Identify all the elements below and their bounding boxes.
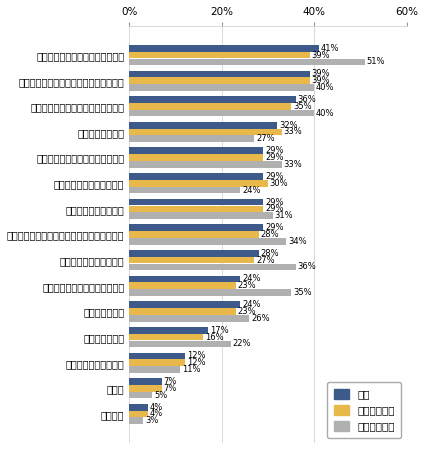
Text: 24%: 24% xyxy=(242,300,261,309)
Bar xyxy=(129,334,203,340)
Text: 31%: 31% xyxy=(275,211,293,220)
Text: 33%: 33% xyxy=(283,160,303,169)
Text: 26%: 26% xyxy=(251,314,270,323)
Text: 29%: 29% xyxy=(265,172,283,181)
Bar xyxy=(129,96,296,103)
Text: 28%: 28% xyxy=(261,249,279,258)
Bar xyxy=(129,58,365,65)
Text: 12%: 12% xyxy=(187,358,205,367)
Bar xyxy=(129,283,235,289)
Bar xyxy=(129,103,291,110)
Bar xyxy=(129,352,185,359)
Bar xyxy=(129,129,282,135)
Text: 36%: 36% xyxy=(298,95,316,104)
Bar xyxy=(129,308,235,315)
Bar xyxy=(129,231,259,238)
Text: 41%: 41% xyxy=(320,44,339,53)
Text: 33%: 33% xyxy=(283,127,303,136)
Text: 23%: 23% xyxy=(238,307,256,316)
Text: 24%: 24% xyxy=(242,274,261,284)
Bar xyxy=(129,411,148,417)
Text: 39%: 39% xyxy=(312,50,330,59)
Text: 7%: 7% xyxy=(164,384,177,393)
Bar xyxy=(129,250,259,256)
Text: 35%: 35% xyxy=(293,102,312,111)
Bar xyxy=(129,122,277,129)
Text: 3%: 3% xyxy=(145,416,159,425)
Bar xyxy=(129,45,319,52)
Text: 17%: 17% xyxy=(210,326,228,335)
Bar xyxy=(129,385,162,392)
Bar xyxy=(129,135,254,142)
Bar xyxy=(129,148,264,154)
Text: 11%: 11% xyxy=(182,365,201,374)
Bar xyxy=(129,180,268,187)
Bar xyxy=(129,52,309,58)
Bar xyxy=(129,276,240,282)
Bar xyxy=(129,289,291,296)
Bar xyxy=(129,264,296,270)
Text: 29%: 29% xyxy=(265,153,283,162)
Text: 28%: 28% xyxy=(261,230,279,239)
Text: 27%: 27% xyxy=(256,134,275,143)
Bar xyxy=(129,378,162,385)
Text: 29%: 29% xyxy=(265,204,283,213)
Text: 36%: 36% xyxy=(298,262,316,271)
Text: 29%: 29% xyxy=(265,146,283,155)
Text: 22%: 22% xyxy=(233,339,251,348)
Bar xyxy=(129,257,254,264)
Legend: 総計, 転職経験あり, 転職経験なし: 総計, 転職経験あり, 転職経験なし xyxy=(327,382,401,438)
Text: 40%: 40% xyxy=(316,108,334,117)
Bar xyxy=(129,212,272,219)
Bar xyxy=(129,161,282,168)
Text: 29%: 29% xyxy=(265,198,283,207)
Bar xyxy=(129,327,208,333)
Text: 39%: 39% xyxy=(312,69,330,78)
Bar xyxy=(129,206,264,212)
Text: 51%: 51% xyxy=(367,57,385,66)
Bar xyxy=(129,199,264,205)
Bar xyxy=(129,225,264,231)
Text: 40%: 40% xyxy=(316,83,334,92)
Bar xyxy=(129,302,240,308)
Bar xyxy=(129,392,153,398)
Bar xyxy=(129,77,309,84)
Bar xyxy=(129,418,143,424)
Text: 34%: 34% xyxy=(288,237,307,246)
Bar xyxy=(129,154,264,161)
Bar xyxy=(129,238,286,245)
Text: 5%: 5% xyxy=(154,391,167,400)
Text: 7%: 7% xyxy=(164,377,177,386)
Text: 30%: 30% xyxy=(270,179,289,188)
Text: 23%: 23% xyxy=(238,281,256,290)
Text: 29%: 29% xyxy=(265,223,283,232)
Text: 27%: 27% xyxy=(256,256,275,265)
Bar xyxy=(129,173,264,180)
Text: 32%: 32% xyxy=(279,121,298,130)
Bar xyxy=(129,71,309,77)
Text: 35%: 35% xyxy=(293,288,312,297)
Bar xyxy=(129,84,314,91)
Text: 12%: 12% xyxy=(187,351,205,360)
Bar xyxy=(129,404,148,410)
Bar xyxy=(129,110,314,117)
Bar xyxy=(129,366,180,373)
Text: 39%: 39% xyxy=(312,76,330,85)
Bar xyxy=(129,187,240,194)
Text: 4%: 4% xyxy=(150,403,163,412)
Text: 4%: 4% xyxy=(150,410,163,418)
Bar xyxy=(129,315,249,322)
Bar xyxy=(129,341,231,347)
Bar xyxy=(129,360,185,366)
Text: 16%: 16% xyxy=(205,333,224,342)
Text: 24%: 24% xyxy=(242,185,261,194)
